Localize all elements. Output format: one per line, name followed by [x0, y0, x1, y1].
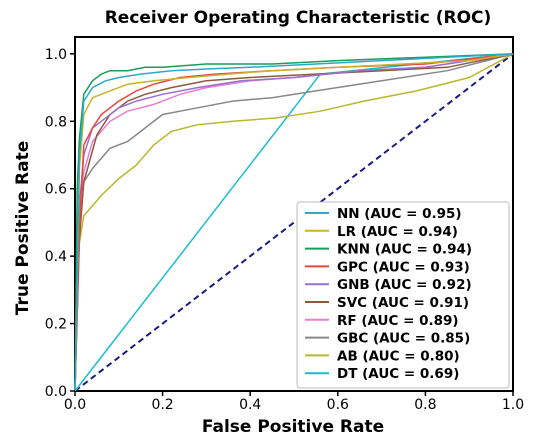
- series-line-svc: [74, 53, 514, 392]
- legend-label-knn: KNN (AUC = 0.94): [337, 242, 472, 258]
- y-tick-label: 0.6: [45, 182, 67, 198]
- x-tick-label: 0.0: [64, 397, 86, 413]
- legend-label-gpc: GPC (AUC = 0.93): [337, 259, 470, 275]
- y-tick-label: 0.4: [45, 249, 67, 265]
- x-axis-label: False Positive Rate: [202, 417, 384, 437]
- series-line-gnb: [74, 53, 514, 392]
- series-line-ab: [74, 53, 514, 392]
- axis-ticks: 0.0 0.2 0.4 0.6 0.8 1.0 0.0 0.2 0.4 0.6 0.8 1.0: [45, 47, 524, 413]
- legend-label-svc: SVC (AUC = 0.91): [337, 295, 469, 311]
- series-line-nn: [74, 53, 514, 392]
- legend-box: [296, 201, 510, 389]
- legend-label-gbc: GBC (AUC = 0.85): [337, 331, 470, 347]
- legend-label-dt: DT (AUC = 0.69): [337, 366, 459, 382]
- x-tick-label: 1.0: [502, 397, 524, 413]
- legend: NN (AUC = 0.95) LR (AUC = 0.94) KNN (AUC =…: [296, 201, 510, 389]
- legend-label-gnb: GNB (AUC = 0.92): [337, 277, 472, 293]
- legend-label-lr: LR (AUC = 0.94): [337, 224, 458, 240]
- legend-label-ab: AB (AUC = 0.80): [337, 348, 460, 364]
- y-tick-label: 1.0: [45, 47, 67, 63]
- x-tick-label: 0.2: [151, 397, 173, 413]
- legend-label-rf: RF (AUC = 0.89): [337, 313, 459, 329]
- y-tick-label: 0.0: [45, 384, 67, 400]
- plot-area: [74, 36, 514, 392]
- x-tick-label: 0.6: [327, 397, 349, 413]
- series-line-knn: [74, 53, 514, 392]
- plot-frame: [74, 36, 514, 392]
- chart-title: Receiver Operating Characteristic (ROC): [105, 8, 492, 28]
- y-tick-label: 0.2: [45, 317, 67, 333]
- x-tick-label: 0.4: [239, 397, 261, 413]
- legend-label-nn: NN (AUC = 0.95): [337, 206, 462, 222]
- y-axis-label: True Positive Rate: [13, 141, 33, 315]
- y-tick-label: 0.8: [45, 114, 67, 130]
- x-tick-label: 0.8: [414, 397, 436, 413]
- series-line-lr: [74, 53, 514, 392]
- chance-diagonal-line: [74, 53, 514, 392]
